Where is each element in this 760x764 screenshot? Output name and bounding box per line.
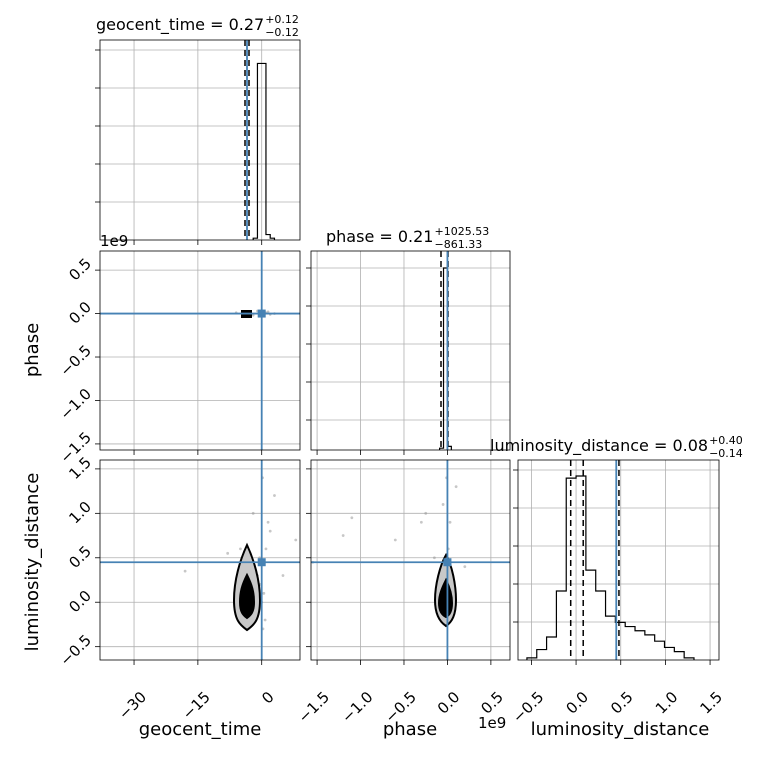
sample-point <box>463 565 467 569</box>
truth-marker <box>257 558 266 567</box>
y-tick-label: −0.5 <box>56 341 94 379</box>
sample-point <box>393 538 397 542</box>
density-contour-inner <box>437 577 454 619</box>
sample-point <box>266 310 270 314</box>
scatter-geo-dist-frame <box>99 459 301 661</box>
sample-point <box>350 516 354 520</box>
hist-distance-frame <box>517 459 720 661</box>
panel-title: phase = 0.21 <box>326 227 433 246</box>
panel-title: luminosity_distance = 0.08 <box>490 436 708 456</box>
density-contour-inner <box>238 572 256 620</box>
x-axis-label: geocent_time <box>139 719 262 740</box>
scatter-geo-phase-frame <box>99 250 301 451</box>
sample-point <box>448 520 452 524</box>
sample-point <box>183 569 187 573</box>
x-tick-label: 1.5 <box>696 688 726 718</box>
sample-point <box>294 538 298 542</box>
title-lower-error: −861.33 <box>434 238 482 251</box>
hist-phase-frame <box>310 250 511 451</box>
sample-point <box>239 547 242 551</box>
hist-geocent-step <box>252 62 276 240</box>
sample-point <box>454 485 458 489</box>
sample-point <box>266 520 270 524</box>
y-tick-label: 0.0 <box>65 298 95 328</box>
sample-point <box>281 574 285 577</box>
sample-point <box>262 591 266 595</box>
y-tick-label: 0.5 <box>65 542 95 572</box>
y-axis-label: luminosity_distance <box>22 473 43 652</box>
sample-point <box>268 529 272 533</box>
x-tick-label: 1.0 <box>652 688 682 718</box>
hist-geocent-frame <box>99 39 301 241</box>
x-tick-label: −1.5 <box>295 688 333 726</box>
x-tick-label: 0.5 <box>607 688 637 718</box>
x-tick-label: 0.0 <box>562 688 592 718</box>
x-tick-label: −15 <box>179 688 214 723</box>
sample-point <box>424 511 428 515</box>
offset-text: 1e9 <box>478 714 506 732</box>
y-tick-label: 0.5 <box>65 255 95 285</box>
title-lower-error: −0.14 <box>709 447 743 460</box>
x-tick-label: 0.0 <box>434 688 464 718</box>
sample-point <box>432 556 436 560</box>
sample-point <box>263 618 267 622</box>
truth-marker <box>257 309 266 318</box>
offset-text: 1e9 <box>100 232 128 250</box>
sample-point <box>264 547 268 551</box>
truth-marker <box>443 558 452 567</box>
sample-point <box>273 494 276 497</box>
hist-phase-step <box>439 267 452 450</box>
x-tick-label: −30 <box>115 688 150 723</box>
sample-point <box>441 503 445 506</box>
y-tick-label: −0.5 <box>56 631 94 669</box>
y-tick-label: 0.0 <box>65 587 95 617</box>
title-upper-error: +1025.53 <box>434 225 489 238</box>
scatter-phase-dist-frame <box>310 459 511 661</box>
hist-distance-step <box>526 475 695 660</box>
title-upper-error: +0.12 <box>265 13 299 26</box>
title-upper-error: +0.40 <box>709 434 743 447</box>
x-tick-label: 0 <box>258 688 277 707</box>
sample-point <box>341 534 345 537</box>
sample-point <box>419 520 423 524</box>
y-tick-label: −1.0 <box>56 385 94 423</box>
title-lower-error: −0.12 <box>265 26 299 39</box>
y-tick-label: 1.0 <box>65 498 95 528</box>
y-axis-label: phase <box>22 323 43 377</box>
x-axis-label: luminosity_distance <box>531 719 710 740</box>
sample-point <box>251 314 255 317</box>
panel-title: geocent_time = 0.27 <box>96 15 264 35</box>
x-tick-label: −1.0 <box>338 688 376 726</box>
x-axis-label: phase <box>383 719 437 740</box>
sample-point <box>251 511 255 515</box>
sample-point <box>226 551 230 555</box>
